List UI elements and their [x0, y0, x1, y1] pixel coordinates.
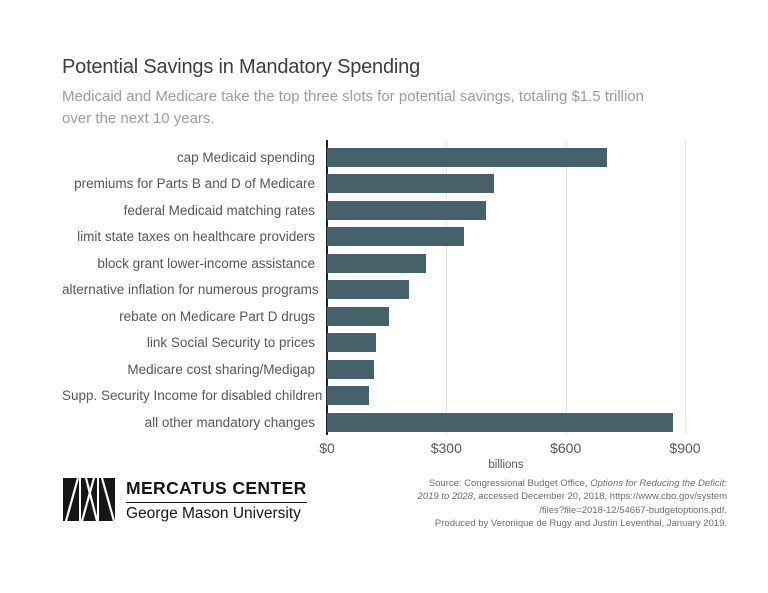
- source-text-segment: /files?file=2018-12/54667-budgetoptions.…: [539, 504, 727, 516]
- category-label: Medicare cost sharing/Medigap: [127, 361, 315, 377]
- chart-row: all other mandatory changes: [62, 409, 722, 436]
- bar: [327, 359, 374, 379]
- x-tick-label: $600: [550, 440, 582, 456]
- bar: [327, 306, 389, 326]
- category-label: alternative inflation for numerous progr…: [62, 282, 319, 298]
- category-label: limit state taxes on healthcare provider…: [77, 229, 315, 245]
- bar: [327, 253, 427, 273]
- chart-row: alternative inflation for numerous progr…: [62, 277, 722, 304]
- source-text-segment: Options for Reducing the Deficit:: [590, 478, 727, 489]
- category-label: federal Medicaid matching rates: [123, 202, 315, 218]
- chart-row: block grant lower-income assistance: [62, 250, 722, 277]
- x-tick-label: $0: [319, 440, 335, 456]
- source-line: 2019 to 2028, accessed December 20, 2018…: [367, 490, 727, 503]
- bar: [327, 386, 369, 406]
- gridline: [565, 140, 567, 434]
- chart-row: cap Medicaid spending: [62, 144, 722, 171]
- source-text-segment: , accessed December 20, 2018, https://ww…: [473, 491, 727, 503]
- category-label: link Social Security to prices: [146, 335, 315, 351]
- category-label: Supp. Security Income for disabled child…: [62, 388, 323, 404]
- category-label: cap Medicaid spending: [176, 149, 315, 165]
- logo-text: MERCATUS CENTER George Mason University: [126, 477, 307, 523]
- category-label: block grant lower-income assistance: [97, 255, 315, 271]
- chart-row: Supp. Security Income for disabled child…: [62, 383, 722, 410]
- source-text-segment: 2019 to 2028: [417, 491, 474, 503]
- chart-row: premiums for Parts B and D of Medicare: [62, 171, 722, 198]
- mercatus-logo-icon: [63, 477, 116, 522]
- bar: [327, 227, 465, 247]
- chart-row: link Social Security to prices: [62, 330, 722, 357]
- chart-rows: cap Medicaid spending premiums for Parts …: [62, 144, 722, 436]
- bar: [327, 280, 409, 300]
- page-title: Potential Savings in Mandatory Spending: [62, 56, 420, 78]
- bar: [327, 174, 495, 194]
- bar: [327, 147, 608, 167]
- category-label: premiums for Parts B and D of Medicare: [74, 176, 315, 192]
- bar-chart: cap Medicaid spending premiums for Parts …: [62, 140, 722, 480]
- source-text-segment: Source: Congressional Budget Office,: [428, 478, 591, 489]
- chart-row: limit state taxes on healthcare provider…: [62, 224, 722, 251]
- category-label: all other mandatory changes: [144, 414, 315, 430]
- source-line: Produced by Veronique de Rugy and Justin…: [367, 517, 727, 530]
- chart-row: rebate on Medicare Part D drugs: [62, 303, 722, 330]
- bar: [327, 412, 674, 432]
- x-axis-ticks: $0 $300 $600 $900: [62, 440, 722, 458]
- logo-university-name: George Mason University: [126, 505, 301, 522]
- source-line: Source: Congressional Budget Office, Opt…: [367, 477, 727, 490]
- subtitle-line-2: over the next 10 years.: [62, 110, 215, 127]
- gridline: [446, 140, 448, 434]
- subtitle-line-1: Medicaid and Medicare take the top three…: [62, 88, 644, 105]
- chart-row: federal Medicaid matching rates: [62, 197, 722, 224]
- page-subtitle: Medicaid and Medicare take the top three…: [62, 86, 644, 130]
- source-citation: Source: Congressional Budget Office, Opt…: [367, 477, 727, 531]
- plot-area: [327, 140, 713, 434]
- logo-org-name: MERCATUS CENTER: [126, 478, 307, 503]
- bar: [327, 333, 376, 353]
- gridline: [685, 140, 686, 434]
- bar: [327, 200, 487, 220]
- source-line: /files?file=2018-12/54667-budgetoptions.…: [367, 504, 727, 517]
- chart-row: Medicare cost sharing/Medigap: [62, 356, 722, 383]
- x-tick-label: $300: [430, 440, 462, 456]
- x-axis-label: billions: [488, 459, 524, 471]
- category-label: rebate on Medicare Part D drugs: [119, 308, 315, 324]
- mercatus-logo: MERCATUS CENTER George Mason University: [63, 477, 307, 523]
- x-tick-label: $900: [669, 440, 701, 456]
- source-text-segment: Produced by Veronique de Rugy and Justin…: [434, 518, 727, 530]
